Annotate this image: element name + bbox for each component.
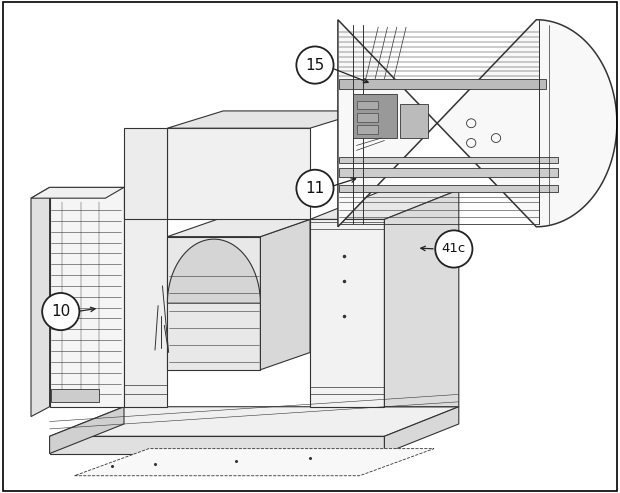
Polygon shape xyxy=(310,190,459,219)
Polygon shape xyxy=(124,187,167,407)
Polygon shape xyxy=(356,101,378,109)
Polygon shape xyxy=(50,407,124,454)
Polygon shape xyxy=(384,190,459,407)
Polygon shape xyxy=(167,239,260,303)
Polygon shape xyxy=(339,79,546,89)
Polygon shape xyxy=(51,389,99,402)
Text: eReplacementParts.com: eReplacementParts.com xyxy=(216,229,404,244)
Ellipse shape xyxy=(42,293,79,330)
Polygon shape xyxy=(167,111,366,128)
Polygon shape xyxy=(353,94,397,138)
Polygon shape xyxy=(260,219,310,370)
Polygon shape xyxy=(400,104,428,138)
Ellipse shape xyxy=(435,230,472,268)
Polygon shape xyxy=(384,407,459,454)
Polygon shape xyxy=(167,237,260,370)
Polygon shape xyxy=(310,219,384,407)
Polygon shape xyxy=(74,449,434,476)
Text: 41c: 41c xyxy=(441,243,466,255)
Polygon shape xyxy=(31,187,50,417)
Polygon shape xyxy=(50,187,124,407)
Text: 15: 15 xyxy=(305,58,325,72)
Polygon shape xyxy=(339,168,558,177)
Polygon shape xyxy=(50,407,459,436)
Polygon shape xyxy=(50,436,384,454)
Text: 10: 10 xyxy=(51,304,71,319)
Polygon shape xyxy=(356,125,378,134)
Polygon shape xyxy=(167,128,310,219)
Polygon shape xyxy=(31,187,124,198)
Polygon shape xyxy=(124,128,167,219)
Polygon shape xyxy=(339,157,558,163)
Polygon shape xyxy=(338,20,617,227)
Text: 11: 11 xyxy=(305,181,325,196)
Polygon shape xyxy=(339,185,558,192)
Ellipse shape xyxy=(296,46,334,84)
Ellipse shape xyxy=(296,170,334,207)
Polygon shape xyxy=(167,219,310,237)
Polygon shape xyxy=(356,113,378,122)
